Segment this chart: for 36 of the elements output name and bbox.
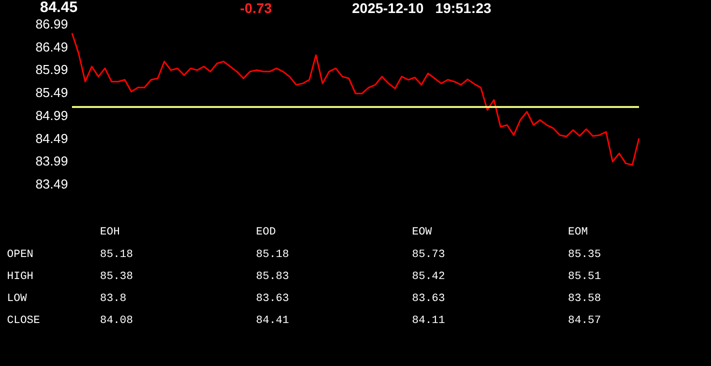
text: -0.73 xyxy=(240,0,272,16)
data-label: 85.38 xyxy=(100,271,134,283)
y-tick-label: CLOSE xyxy=(7,315,40,327)
data-label: 85.35 xyxy=(568,249,602,261)
data-label: 84.41 xyxy=(256,315,290,327)
y-tick-label: 83.99 xyxy=(35,154,68,169)
data-label: 85.18 xyxy=(256,249,290,261)
y-tick-label: 85.49 xyxy=(35,85,68,100)
data-label: 83.8 xyxy=(100,293,126,305)
data-label: 85.83 xyxy=(256,271,290,283)
y-tick-label: 84.49 xyxy=(35,130,68,146)
x-tick-label: EOD xyxy=(256,226,276,238)
y-tick-label: 86.99 xyxy=(35,16,68,32)
y-tick-label: HIGH xyxy=(7,271,34,283)
y-tick-label: 85.99 xyxy=(35,62,68,78)
data-label: 84.57 xyxy=(568,315,602,327)
data-label: 83.63 xyxy=(412,293,446,305)
data-label: 85.73 xyxy=(412,249,446,261)
data-label: 85.18 xyxy=(100,249,134,261)
y-tick-label: 84.99 xyxy=(35,108,68,123)
x-tick-label: EOW xyxy=(412,226,432,238)
y-tick-label: LOW xyxy=(7,293,28,305)
data-label: 85.42 xyxy=(412,271,446,283)
data-label: 83.58 xyxy=(568,293,602,305)
y-tick-label: OPEN xyxy=(7,249,34,261)
chart-title: 84.45 xyxy=(40,0,78,16)
y-tick-label: 83.49 xyxy=(35,176,68,192)
line-series xyxy=(71,32,640,166)
data-label: 83.63 xyxy=(256,293,290,305)
x-tick-label: EOM xyxy=(568,226,588,238)
data-label: 84.08 xyxy=(100,315,134,327)
data-label: 85.51 xyxy=(568,271,602,283)
y-tick-label: 86.49 xyxy=(35,39,68,54)
text: 2025-12-10 19:51:23 xyxy=(352,0,492,16)
x-tick-label: EOH xyxy=(100,226,120,238)
data-label: 84.11 xyxy=(412,315,446,327)
